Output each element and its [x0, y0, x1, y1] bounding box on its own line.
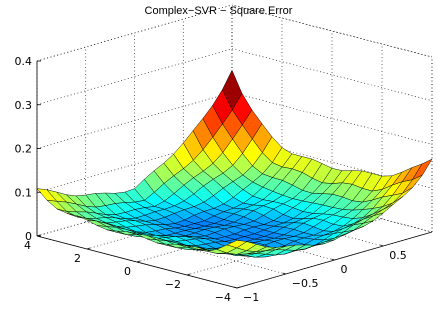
z-tick-label-2: 0.2 — [15, 143, 33, 156]
y-tick-label-3: 0.5 — [389, 249, 407, 262]
x-tick-label-0: 4 — [24, 239, 31, 252]
x-tick-mark-4 — [236, 286, 241, 289]
grid-z-right-4 — [231, 4, 433, 58]
grid-z-right-2 — [231, 92, 433, 145]
x-tick-label-4: −4 — [215, 291, 231, 304]
y-tick-mark-2 — [331, 258, 335, 261]
surface-mesh — [36, 69, 433, 258]
z-tick-label-0: 0 — [25, 230, 32, 243]
chart-title: Complex−SVR − Square Error — [144, 5, 293, 17]
grid-z-right-3 — [231, 48, 433, 102]
x-tick-mark-3 — [186, 273, 191, 276]
x-tick-label-3: −2 — [165, 278, 181, 291]
grid-z-left-4 — [36, 4, 233, 62]
grid-z-right-0 — [231, 179, 433, 233]
x-tick-mark-2 — [136, 260, 141, 263]
y-tick-mark-3 — [380, 244, 384, 247]
x-tick-label-1: 2 — [74, 252, 81, 265]
surface-patch-0-0 — [226, 240, 248, 249]
z-tick-label-4: 0.4 — [15, 55, 33, 68]
top-edge-right — [231, 4, 433, 58]
y-tick-label-2: 0 — [341, 263, 348, 276]
tick-labels: 0 0.1 0.2 0.3 0.4 4 2 0 −2 −4 −1 −0.5 0 0.5 — [15, 55, 407, 304]
x-tick-mark-1 — [86, 247, 91, 250]
y-tick-mark-0 — [233, 286, 238, 289]
y-tick-label-0: −1 — [243, 291, 259, 304]
x-tick-label-2: 0 — [124, 265, 131, 278]
x-tick-mark-0 — [36, 234, 41, 237]
z-tick-label-3: 0.3 — [15, 99, 33, 112]
y-tick-mark-1 — [282, 272, 286, 275]
z-tick-label-1: 0.1 — [15, 186, 33, 199]
y-tick-label-1: −0.5 — [292, 277, 319, 290]
